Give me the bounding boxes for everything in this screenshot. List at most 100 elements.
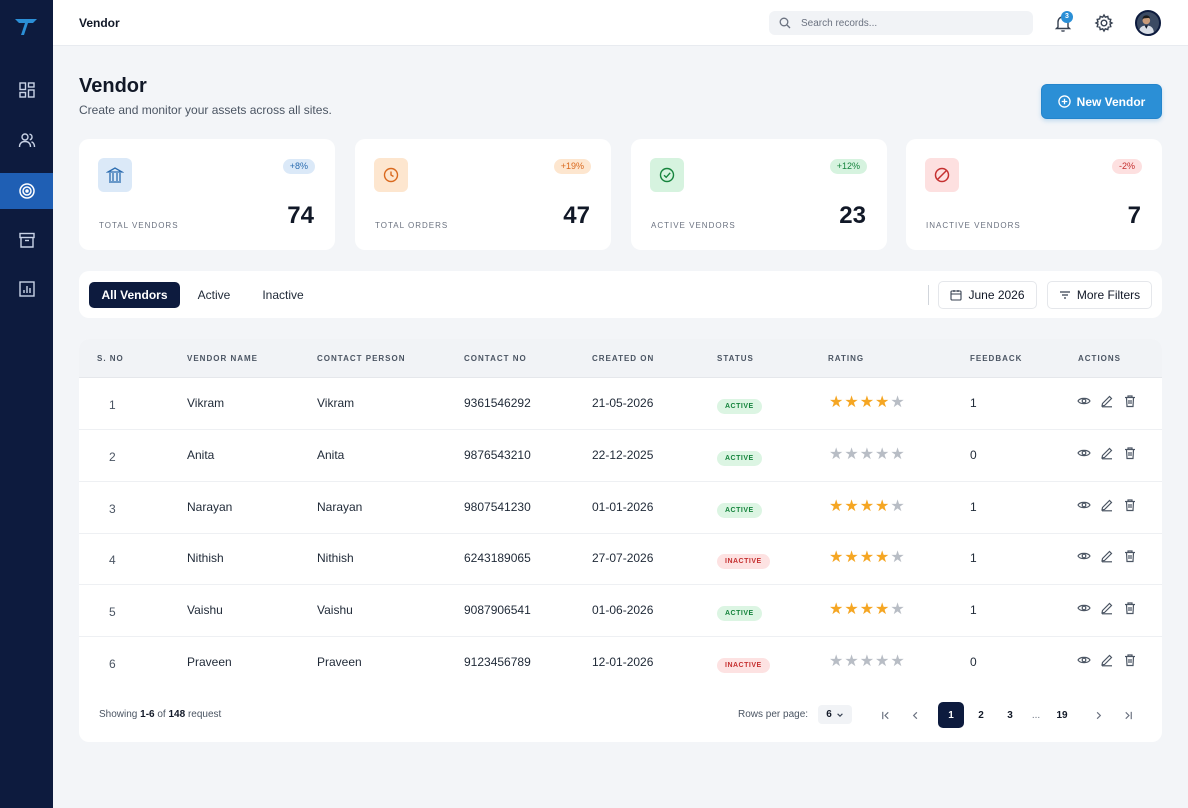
chevrons-right-icon (1124, 711, 1132, 719)
cell-created-on: 22-12-2025 (592, 448, 654, 462)
stat-icon-wrap (925, 158, 959, 192)
star-icon: ★ (844, 601, 859, 618)
edit-button[interactable] (1100, 653, 1114, 672)
rows-per-page-label: Rows per page: (738, 709, 809, 720)
search-icon (779, 17, 791, 29)
ban-icon (934, 167, 950, 183)
edit-icon (1101, 550, 1113, 563)
col-contact-person[interactable]: CONTACT PERSON (317, 354, 406, 363)
stat-icon-wrap (98, 158, 132, 192)
page-button-3[interactable]: 3 (1007, 709, 1013, 721)
vendor-table: S. NO VENDOR NAME CONTACT PERSON CONTACT… (79, 339, 1162, 742)
edit-button[interactable] (1100, 446, 1114, 465)
table-row[interactable]: 5 Vaishu Vaishu 9087906541 01-06-2026 ACTIVE ★… (79, 585, 1162, 637)
edit-button[interactable] (1100, 601, 1114, 620)
delete-button[interactable] (1123, 446, 1137, 465)
new-vendor-button[interactable]: New Vendor (1041, 84, 1162, 119)
first-page-button[interactable] (872, 702, 898, 728)
cell-contact-no: 9087906541 (464, 603, 531, 617)
star-icon: ★ (829, 394, 844, 411)
edit-button[interactable] (1100, 498, 1114, 517)
more-filters-button[interactable]: More Filters (1047, 281, 1152, 309)
col-rating[interactable]: RATING (828, 354, 865, 363)
chevron-down-icon (836, 712, 843, 717)
cell-sno: 6 (109, 657, 116, 671)
status-badge: ACTIVE (717, 606, 762, 621)
gear-icon[interactable] (1094, 13, 1114, 33)
nav-vendors[interactable] (0, 173, 53, 209)
rows-per-page-select[interactable]: 6 (818, 705, 852, 724)
edit-button[interactable] (1100, 394, 1114, 413)
nav-reports[interactable] (0, 271, 53, 307)
calendar-icon (950, 290, 963, 301)
row-actions (1077, 653, 1137, 672)
rows-per-page-value: 6 (826, 709, 832, 720)
col-feedback[interactable]: FEEDBACK (970, 354, 1023, 363)
status-badge: INACTIVE (717, 658, 770, 673)
view-button[interactable] (1077, 498, 1091, 517)
col-contact-no[interactable]: CONTACT NO (464, 354, 527, 363)
view-button[interactable] (1077, 446, 1091, 465)
cell-created-on: 12-01-2026 (592, 655, 654, 669)
page-button-1[interactable]: 1 (938, 702, 964, 728)
cell-contact-no: 9361546292 (464, 396, 531, 410)
app-logo[interactable] (14, 17, 38, 37)
tab-inactive[interactable]: Inactive (262, 288, 304, 302)
next-page-button[interactable] (1085, 702, 1111, 728)
view-button[interactable] (1077, 653, 1091, 672)
delete-button[interactable] (1123, 394, 1137, 413)
tab-all-vendors[interactable]: All Vendors (89, 282, 180, 308)
page-button-2[interactable]: 2 (978, 709, 984, 721)
col-created-on[interactable]: CREATED ON (592, 354, 655, 363)
cell-contact-no: 6243189065 (464, 551, 531, 565)
view-button[interactable] (1077, 394, 1091, 413)
star-icon: ★ (859, 446, 875, 463)
cell-feedback: 0 (970, 655, 977, 669)
star-icon: ★ (829, 549, 844, 566)
col-actions: ACTIONS (1078, 354, 1121, 363)
user-avatar[interactable] (1135, 10, 1161, 36)
eye-icon (1077, 449, 1091, 457)
delete-button[interactable] (1123, 549, 1137, 568)
rating-stars: ★ ★ ★ ★ ★ (829, 654, 905, 670)
nav-archive[interactable] (0, 222, 53, 258)
tab-active[interactable]: Active (197, 288, 231, 302)
eye-icon (1077, 397, 1091, 405)
page-button-19[interactable]: 19 (1056, 709, 1068, 721)
date-filter-label: June 2026 (968, 288, 1025, 302)
view-button[interactable] (1077, 549, 1091, 568)
view-button[interactable] (1077, 601, 1091, 620)
filter-bar: All Vendors Active Inactive June 2026 Mo… (79, 271, 1162, 318)
delete-button[interactable] (1123, 498, 1137, 517)
trash-icon (1125, 654, 1135, 667)
stat-label: TOTAL VENDORS (99, 221, 179, 230)
col-status[interactable]: STATUS (717, 354, 754, 363)
grid-icon (18, 82, 35, 98)
star-icon: ★ (829, 601, 844, 618)
table-row[interactable]: 4 Nithish Nithish 6243189065 27-07-2026 INACT… (79, 533, 1162, 585)
date-filter-button[interactable]: June 2026 (938, 281, 1037, 309)
last-page-button[interactable] (1115, 702, 1141, 728)
stat-label: TOTAL ORDERS (375, 221, 449, 230)
star-icon: ★ (875, 549, 890, 566)
chevron-left-icon (912, 711, 917, 719)
table-row[interactable]: 3 Narayan Narayan 9807541230 01-01-2026 ACTIV… (79, 482, 1162, 534)
prev-page-button[interactable] (902, 702, 928, 728)
row-actions (1077, 394, 1137, 413)
edit-button[interactable] (1100, 549, 1114, 568)
search-input[interactable] (801, 17, 1001, 29)
nav-users[interactable] (0, 122, 53, 158)
table-row[interactable]: 2 Anita Anita 9876543210 22-12-2025 ACTIVE ★ ★ ★… (79, 430, 1162, 482)
delete-button[interactable] (1123, 601, 1137, 620)
search-bar[interactable] (769, 11, 1033, 35)
table-row[interactable]: 1 Vikram Vikram 9361546292 21-05-2026 ACTIVE ★… (79, 378, 1162, 430)
rating-stars: ★ ★ ★ ★ ★ (829, 550, 905, 566)
stat-badge: +12% (829, 159, 867, 174)
table-row[interactable]: 6 Praveen Praveen 9123456789 12-01-2026 INACT… (79, 637, 1162, 689)
cell-contact-person: Nithish (317, 551, 354, 565)
status-badge: ACTIVE (717, 399, 762, 414)
delete-button[interactable] (1123, 653, 1137, 672)
col-vendor-name[interactable]: VENDOR NAME (187, 354, 259, 363)
cell-contact-person: Praveen (317, 655, 362, 669)
nav-dashboard[interactable] (0, 72, 53, 108)
